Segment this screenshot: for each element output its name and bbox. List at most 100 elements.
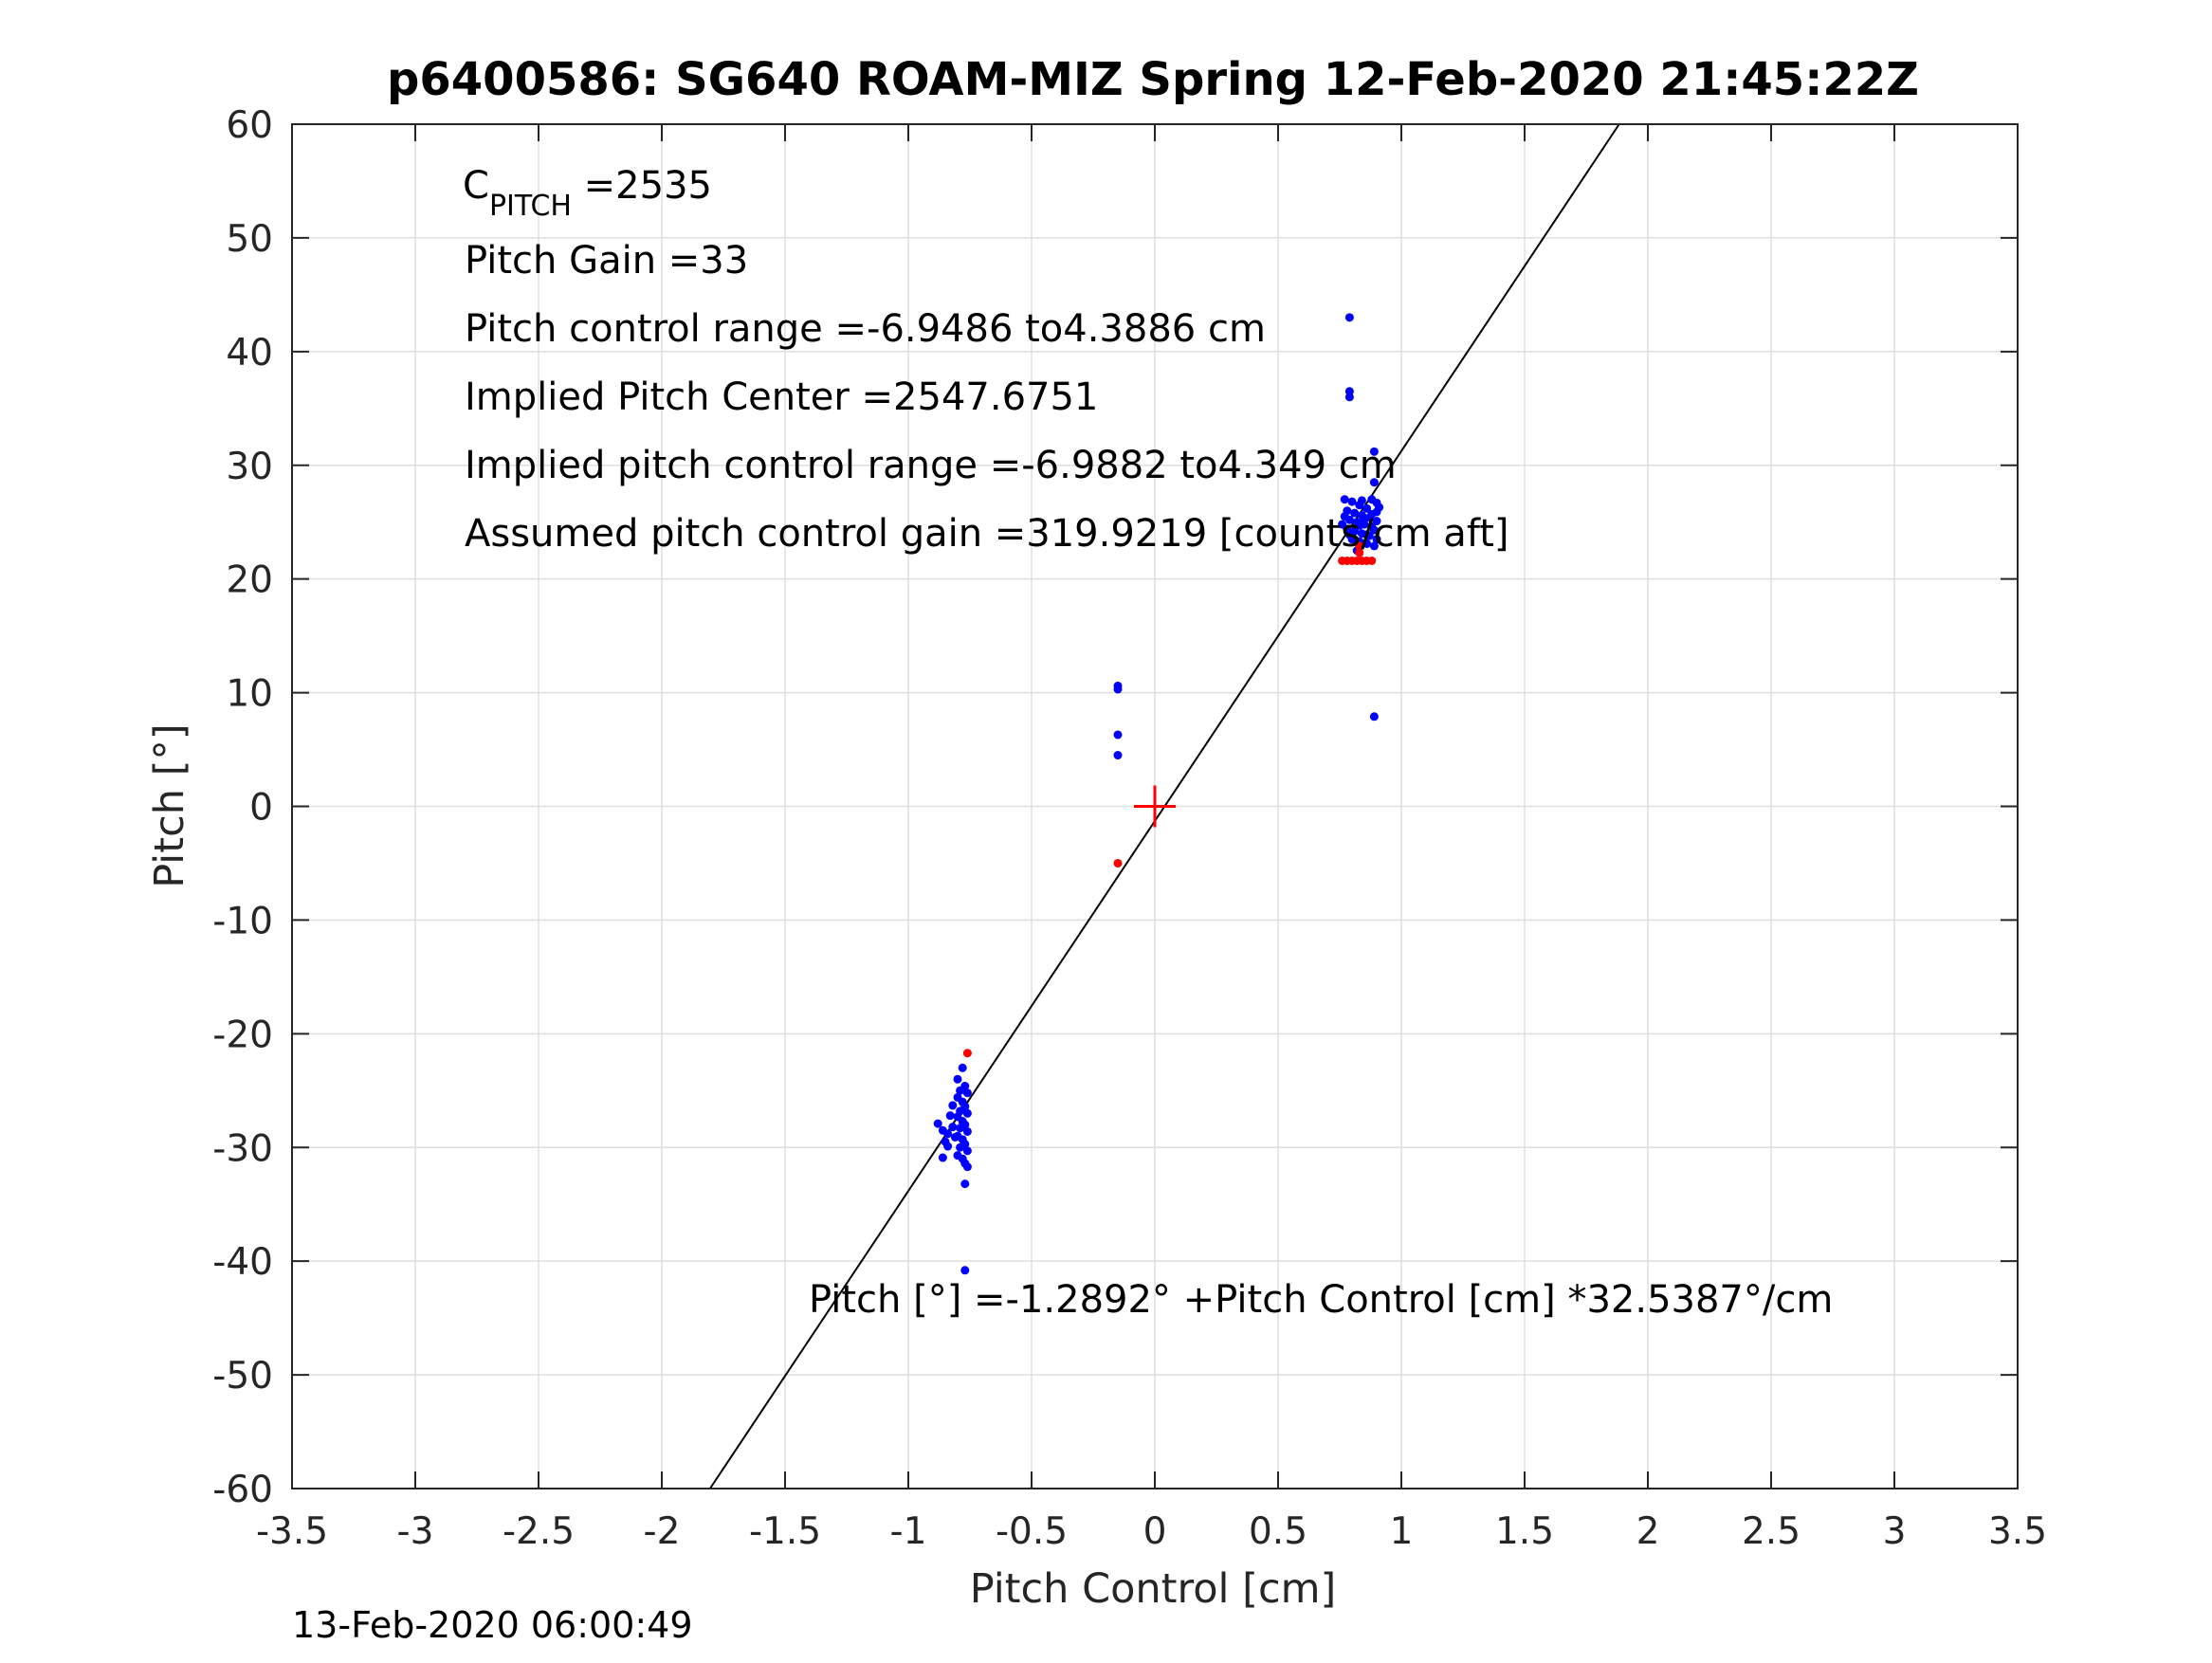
implied-center-annotation: Implied Pitch Center =2547.6751 (465, 375, 1098, 419)
data-point-blue (1369, 478, 1379, 487)
x-tick-label: -0.5 (996, 1510, 1068, 1553)
x-tick-label: 3 (1883, 1510, 1907, 1553)
x-tick-label: -3.5 (256, 1510, 328, 1553)
cpitch-subscript: PITCH (489, 190, 572, 223)
x-tick-label: 3.5 (1988, 1510, 2047, 1553)
center-marker-group (1134, 785, 1176, 828)
data-point-blue (956, 1086, 965, 1095)
x-tick-label: 0 (1143, 1510, 1167, 1553)
data-point-blue (948, 1101, 958, 1110)
x-tick-label: -2 (644, 1510, 681, 1553)
fit-equation-annotation: Pitch [°] =-1.2892° +Pitch Control [cm] … (809, 1278, 1833, 1322)
data-point-blue (1113, 685, 1123, 694)
data-point-blue (1369, 712, 1379, 722)
data-point-blue (1362, 530, 1372, 539)
x-tick-label: -1.5 (749, 1510, 821, 1553)
x-tick-labels: -3.5 -3 -2.5 -2 -1.5 -1 -0.5 0 0.5 1 1.5 2 2.5 3 3.5 (256, 1510, 2047, 1553)
data-point-blue (1113, 730, 1123, 740)
y-tick-label: -20 (212, 1014, 273, 1056)
data-point-red (1355, 541, 1364, 551)
y-tick-label: 30 (226, 446, 273, 488)
data-point-blue (948, 1123, 958, 1132)
x-tick-label: 2 (1636, 1510, 1660, 1553)
y-tick-label: -10 (212, 900, 273, 942)
cpitch-annotation: CPITCH =2535 (463, 164, 712, 223)
data-point-blue (1350, 508, 1360, 518)
cpitch-base: C (463, 164, 489, 208)
y-tick-label: 60 (226, 104, 273, 147)
data-point-blue (1338, 520, 1347, 529)
footer-timestamp: 13-Feb-2020 06:00:49 (292, 1604, 693, 1646)
data-point-blue (1344, 313, 1354, 322)
y-tick-label: 40 (226, 332, 273, 375)
x-tick-label: -3 (397, 1510, 434, 1553)
data-point-red (1355, 548, 1364, 557)
control-range-annotation: Pitch control range =-6.9486 to4.3886 cm (465, 307, 1266, 351)
data-point-blue (1362, 539, 1372, 548)
data-point-blue (1347, 497, 1357, 506)
data-point-red (1113, 858, 1123, 868)
data-point-blue (933, 1119, 942, 1128)
data-point-blue (958, 1063, 967, 1072)
data-points (933, 313, 1384, 1275)
data-point-blue (956, 1124, 965, 1133)
data-point-blue (1360, 514, 1369, 523)
data-point-blue (945, 1111, 955, 1121)
cpitch-value: =2535 (572, 164, 712, 208)
data-point-blue (960, 1266, 970, 1275)
data-point-red (1367, 556, 1377, 565)
data-point-blue (1369, 525, 1379, 535)
data-point-blue (943, 1129, 953, 1139)
x-tick-label: 1.5 (1495, 1510, 1554, 1553)
data-point-blue (962, 1108, 972, 1118)
y-tick-label: -50 (212, 1355, 273, 1398)
data-point-blue (1372, 517, 1381, 526)
data-point-blue (1340, 495, 1349, 504)
pitch-gain-annotation: Pitch Gain =33 (465, 239, 748, 283)
data-point-blue (1372, 535, 1381, 544)
data-point-blue (950, 1132, 960, 1142)
y-tick-label: 20 (226, 559, 273, 602)
y-tick-labels: -60 -50 -40 -30 -20 -10 0 10 20 30 40 50 60 (212, 104, 273, 1511)
data-point-blue (1369, 541, 1379, 551)
x-tick-label: -2.5 (503, 1510, 575, 1553)
y-tick-label: 50 (226, 218, 273, 261)
data-point-blue (1344, 530, 1354, 539)
y-axis-label: Pitch [°] (146, 723, 193, 887)
data-point-blue (962, 1162, 972, 1172)
y-tick-label: 0 (249, 787, 273, 830)
data-point-blue (962, 1146, 972, 1156)
y-tick-label: -30 (212, 1127, 273, 1170)
data-point-blue (938, 1153, 947, 1162)
chart-title: p6400586: SG640 ROAM-MIZ Spring 12-Feb-2… (387, 53, 1919, 106)
data-point-blue (956, 1142, 965, 1152)
data-point-blue (1357, 496, 1366, 505)
data-point-blue (943, 1142, 953, 1151)
data-point-blue (953, 1074, 962, 1084)
data-point-blue (1375, 503, 1384, 512)
data-point-blue (1362, 503, 1372, 513)
data-point-blue (1340, 512, 1349, 521)
x-tick-label: 0.5 (1249, 1510, 1307, 1553)
y-tick-label: -40 (212, 1241, 273, 1284)
x-axis-label: Pitch Control [cm] (970, 1565, 1337, 1613)
data-point-blue (1367, 509, 1377, 519)
data-point-blue (1113, 751, 1123, 760)
data-point-blue (962, 1126, 972, 1136)
data-point-blue (960, 1179, 970, 1189)
data-point-blue (1355, 521, 1364, 530)
assumed-gain-annotation: Assumed pitch control gain =319.9219 [co… (465, 512, 1508, 556)
data-point-blue (962, 1088, 972, 1098)
x-tick-label: -1 (890, 1510, 927, 1553)
y-tick-label: 10 (226, 673, 273, 716)
x-tick-label: 1 (1390, 1510, 1414, 1553)
y-tick-label: -60 (212, 1469, 273, 1511)
x-tick-label: 2.5 (1742, 1510, 1801, 1553)
data-point-blue (1369, 447, 1379, 456)
data-point-blue (1344, 393, 1354, 402)
tick-marks (291, 123, 2019, 1489)
data-point-red (962, 1049, 972, 1058)
implied-range-annotation: Implied pitch control range =-6.9882 to4… (465, 444, 1397, 487)
